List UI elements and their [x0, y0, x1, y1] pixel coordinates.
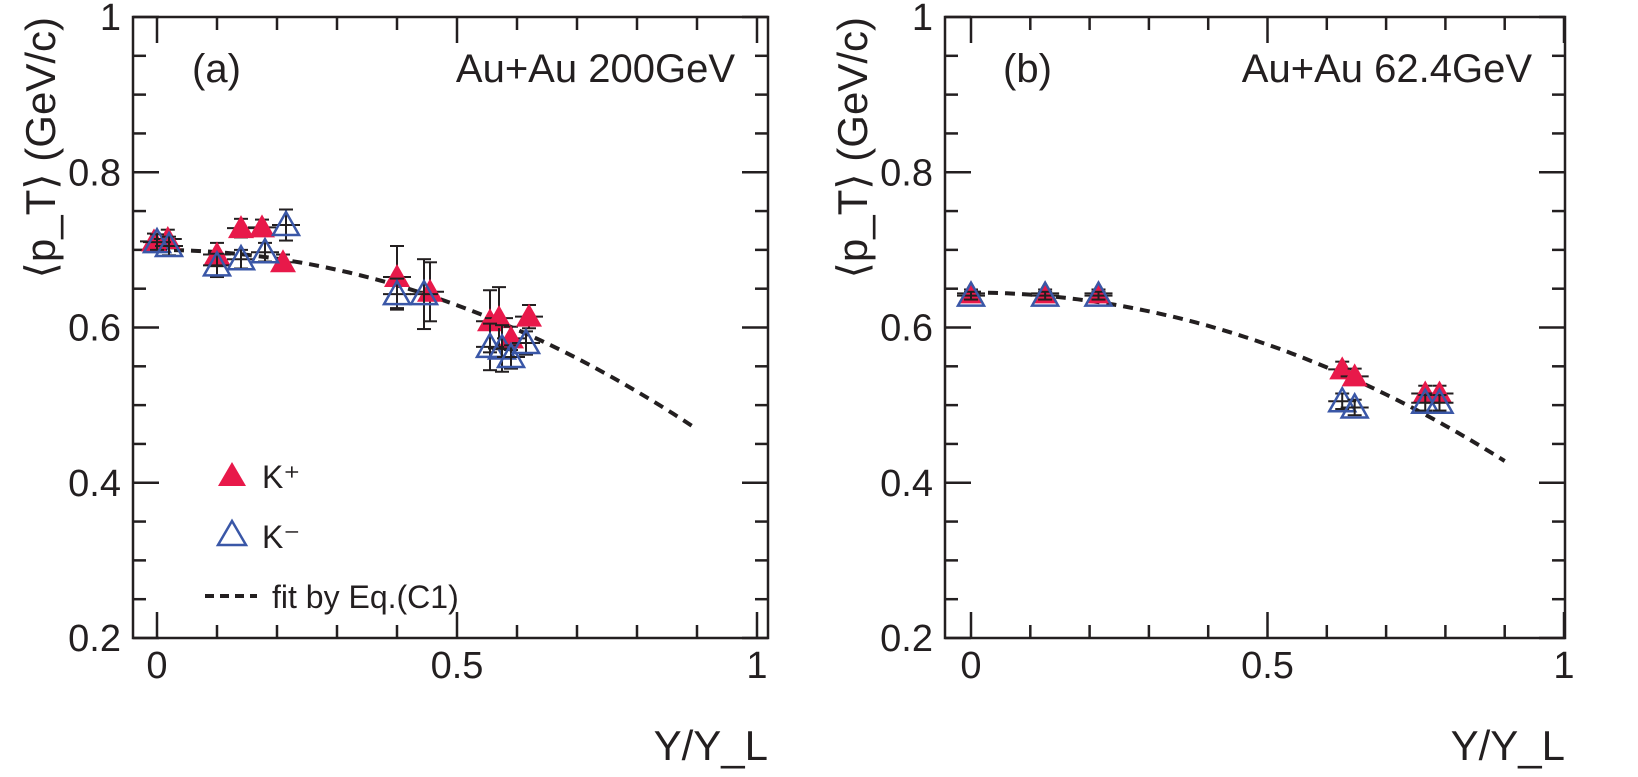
panel-b-y-tick-label: 1 [912, 0, 933, 39]
panel-a-kplus-point [228, 215, 254, 239]
panel-a-x-tick-label: 1 [746, 645, 767, 687]
panel-a-y-tick-label: 0.6 [68, 308, 121, 350]
panel-b-title: Au+Au 62.4GeV [1242, 47, 1533, 91]
panel-b-x-tick-label: 0 [960, 645, 981, 687]
legend-kplus-label: K⁺ [262, 459, 300, 495]
panel-a-kplus-point [270, 249, 296, 273]
panel-a-kminus-point [381, 278, 413, 306]
panel-a-kminus-point [408, 278, 440, 306]
panel-a-label: (a) [192, 47, 241, 91]
panel-a-fit-line [156, 247, 699, 431]
panel-a-y-tick-label: 0.8 [68, 152, 121, 194]
panel-a-title: Au+Au 200GeV [456, 47, 735, 91]
panel-a-x-axis-title: Y/Y_L [654, 722, 768, 769]
legend-fit-label: fit by Eq.(C1) [272, 579, 459, 615]
panel-b-kplus-point [1329, 356, 1356, 380]
panel-b-y-tick-label: 0.8 [880, 152, 933, 194]
panel-b-x-tick-label: 1 [1553, 645, 1574, 687]
panel-a-kminus-point [249, 236, 281, 264]
panel-b: (b) Au+Au 62.4GeV 0.2 0.4 0.6 0.8 1 0 0.5 1 Y/Y_… [829, 0, 1575, 769]
panel-a-kminus-point [270, 209, 302, 237]
panel-a-kminus-point [510, 327, 542, 355]
panel-a-y-tick-label: 0.4 [68, 463, 121, 505]
panel-a-kminus-point [153, 230, 185, 258]
panel-b-x-axis-title: Y/Y_L [1451, 722, 1565, 769]
panel-b-y-tick-label: 0.2 [880, 618, 933, 660]
panel-b-frame [943, 15, 1567, 640]
panel-b-kminus-point [1339, 391, 1370, 419]
panel-a-legend: K⁺ K⁻ fit by Eq.(C1) [205, 459, 459, 615]
panel-a-kplus-point [249, 214, 275, 238]
panel-b-fit-line [970, 290, 1506, 463]
legend-kminus-label: K⁻ [262, 519, 300, 555]
panel-b-y-tick-label: 0.6 [880, 308, 933, 350]
panel-a-y-axis-title: ⟨p_T⟩ (GeV/c) [17, 17, 64, 279]
panel-a-y-tick-label: 0.2 [68, 618, 121, 660]
panel-a-kminus-point [495, 341, 527, 369]
panel-b-kplus-point [1341, 363, 1368, 387]
panel-b-y-axis-title: ⟨p_T⟩ (GeV/c) [829, 17, 876, 279]
panel-b-kminus-point [1083, 280, 1114, 307]
panel-a-x-tick-label: 0.5 [431, 645, 484, 687]
panel-b-y-tick-label: 0.4 [880, 463, 933, 505]
panel-a-y-tick-label: 1 [100, 0, 121, 39]
legend-kplus-marker [218, 462, 246, 486]
panel-a-kplus-point [384, 264, 410, 288]
panel-b-kminus-point [1029, 280, 1061, 307]
panel-a-x-tick-label: 0 [146, 645, 167, 687]
legend-kminus-marker [215, 518, 249, 547]
panel-a-kminus-point [201, 249, 233, 277]
panel-a-kplus-point [486, 305, 512, 329]
panel-a-kminus-point [225, 243, 257, 271]
panel-a: (a) Au+Au 200GeV K⁺ K⁻ fit by Eq.(C1) 0.… [17, 0, 770, 769]
panel-b-label: (b) [1003, 47, 1052, 91]
panel-a-kplus-point [516, 303, 542, 327]
panel-b-x-tick-label: 0.5 [1241, 645, 1294, 687]
panel-b-kminus-point [955, 280, 987, 307]
panel-b-kminus-point [1424, 387, 1455, 415]
